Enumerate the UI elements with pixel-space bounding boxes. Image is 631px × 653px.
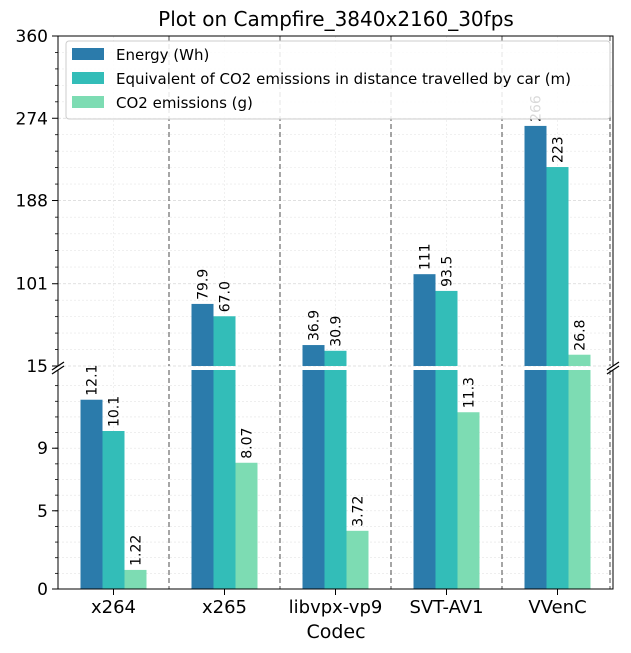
data-label: 10.1 [107,396,123,427]
data-label: 36.9 [307,310,323,341]
bar-vvenc-series-3-lower [568,370,591,589]
legend-swatch-energy [72,48,104,60]
legend: Energy (Wh) Equivalent of CO2 emissions … [65,40,611,120]
codec-separators [168,36,611,589]
ticks: 15 101 188 274 360 0 5 9 x264 x265 libvpx-vp9 SVT-A… [16,27,587,618]
x-axis-label: Codec [306,621,365,643]
break-mark [606,361,620,371]
x-tick-label: SVT-AV1 [409,597,483,618]
y-tick-label: 274 [16,109,48,129]
data-label: 1.22 [129,535,145,566]
data-label: 26.8 [573,320,589,351]
break-mark [606,365,620,375]
bar-x265-series-2 [213,316,236,366]
axis-break-marks [51,361,620,375]
bar-libvpx-vp9-series-3 [346,530,369,589]
break-mark [51,365,65,375]
legend-box [65,40,611,120]
bar-libvpx-vp9-series-1 [302,345,325,366]
data-label: 8.07 [240,428,256,459]
legend-swatch-car-distance [72,72,104,84]
data-label: 67.0 [218,281,234,312]
bar-libvpx-vp9-series-2-lower [324,370,347,589]
data-label: 3.72 [351,496,367,527]
bar-vvenc-series-2 [546,167,569,366]
bar-svt-av1-series-2 [435,290,458,366]
data-label: 12.1 [85,365,101,396]
bar-libvpx-vp9-series-1-lower [302,370,325,589]
legend-label-co2: CO2 emissions (g) [116,94,253,112]
bar-svt-av1-series-1-lower [413,370,436,589]
bar-vvenc-series-1-lower [524,370,547,589]
bar-svt-av1-series-1 [413,274,436,366]
bars [80,125,591,589]
bar-x264-series-2 [102,431,125,589]
x-tick-label: x264 [91,597,136,618]
bar-svt-av1-series-3 [457,412,480,589]
bar-x265-series-3 [235,462,258,589]
bar-svt-av1-series-2-lower [435,370,458,589]
y-tick-label: 360 [16,27,48,47]
bar-x264-series-3 [124,569,147,589]
data-label: 223 [551,136,567,163]
data-label: 11.3 [462,377,478,408]
chart-title: Plot on Campfire_3840x2160_30fps [158,7,514,31]
data-label: 30.9 [329,316,345,347]
bar-x265-series-1 [191,303,214,366]
bar-x265-series-1-lower [191,370,214,589]
bar-vvenc-series-3 [568,354,591,366]
bar-libvpx-vp9-series-2 [324,350,347,366]
bar-x264-series-1 [80,399,103,589]
y-tick-label: 188 [16,192,48,212]
x-tick-label: VVenC [528,597,586,618]
x-tick-label: libvpx-vp9 [289,597,383,618]
y-tick-label: 101 [16,275,48,295]
legend-label-car-distance: Equivalent of CO2 emissions in distance … [116,70,571,88]
break-mark [51,361,65,371]
y-tick-label: 15 [26,357,48,377]
legend-label-energy: Energy (Wh) [116,46,209,64]
x-tick-label: x265 [202,597,247,618]
bar-vvenc-series-1 [524,125,547,366]
data-label: 93.5 [440,256,456,287]
y-tick-label: 9 [37,439,48,459]
data-labels: 12.179.936.911126610.167.030.993.52231.2… [85,95,589,566]
bar-x265-series-2-lower [213,370,236,589]
data-label: 79.9 [196,269,212,300]
y-tick-label: 0 [37,580,48,600]
y-tick-label: 5 [37,502,48,522]
bar-vvenc-series-2-lower [546,370,569,589]
legend-swatch-co2 [72,96,104,108]
data-label: 111 [418,243,434,270]
